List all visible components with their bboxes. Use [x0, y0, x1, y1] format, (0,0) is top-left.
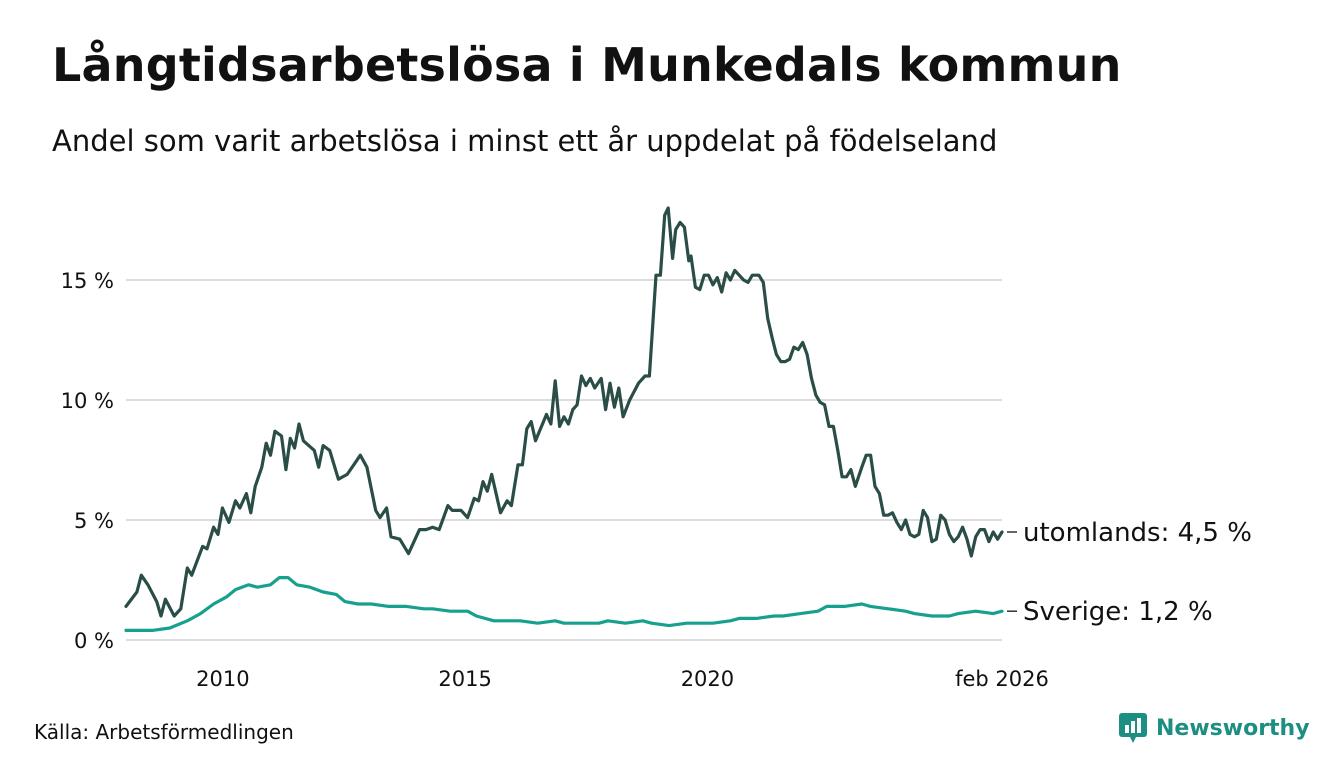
end-label-sverige: Sverige: 1,2 % [1023, 597, 1213, 627]
series-line-sverige [124, 575, 1004, 633]
y-tick-label: 5 % [74, 509, 114, 533]
source-note: Källa: Arbetsförmedlingen [34, 720, 294, 744]
series-lines [124, 206, 1004, 633]
gridlines [126, 279, 1002, 641]
x-tick-label: feb 2026 [955, 667, 1049, 691]
newsworthy-brand: Newsworthy [1118, 712, 1310, 744]
page-title: Långtidsarbetslösa i Munkedals kommun [52, 38, 1122, 92]
brand-name: Newsworthy [1156, 715, 1310, 741]
x-tick-label: 2010 [196, 667, 249, 691]
y-axis-tick-labels: 0 % 5 % 10 % 15 % [61, 269, 114, 653]
x-tick-label: 2020 [681, 667, 734, 691]
y-tick-label: 0 % [74, 629, 114, 653]
end-labels: utomlands: 4,5 % Sverige: 1,2 % [1007, 518, 1252, 627]
end-label-utomlands: utomlands: 4,5 % [1023, 518, 1252, 548]
series-line-utomlands [124, 206, 1004, 618]
x-tick-label: 2015 [438, 667, 491, 691]
page-subtitle: Andel som varit arbetslösa i minst ett å… [52, 124, 998, 158]
x-axis-tick-labels: 2010 2015 2020 feb 2026 [196, 667, 1049, 691]
y-tick-label: 10 % [61, 389, 114, 413]
newsworthy-logo-icon [1119, 713, 1147, 743]
y-tick-label: 15 % [61, 269, 114, 293]
